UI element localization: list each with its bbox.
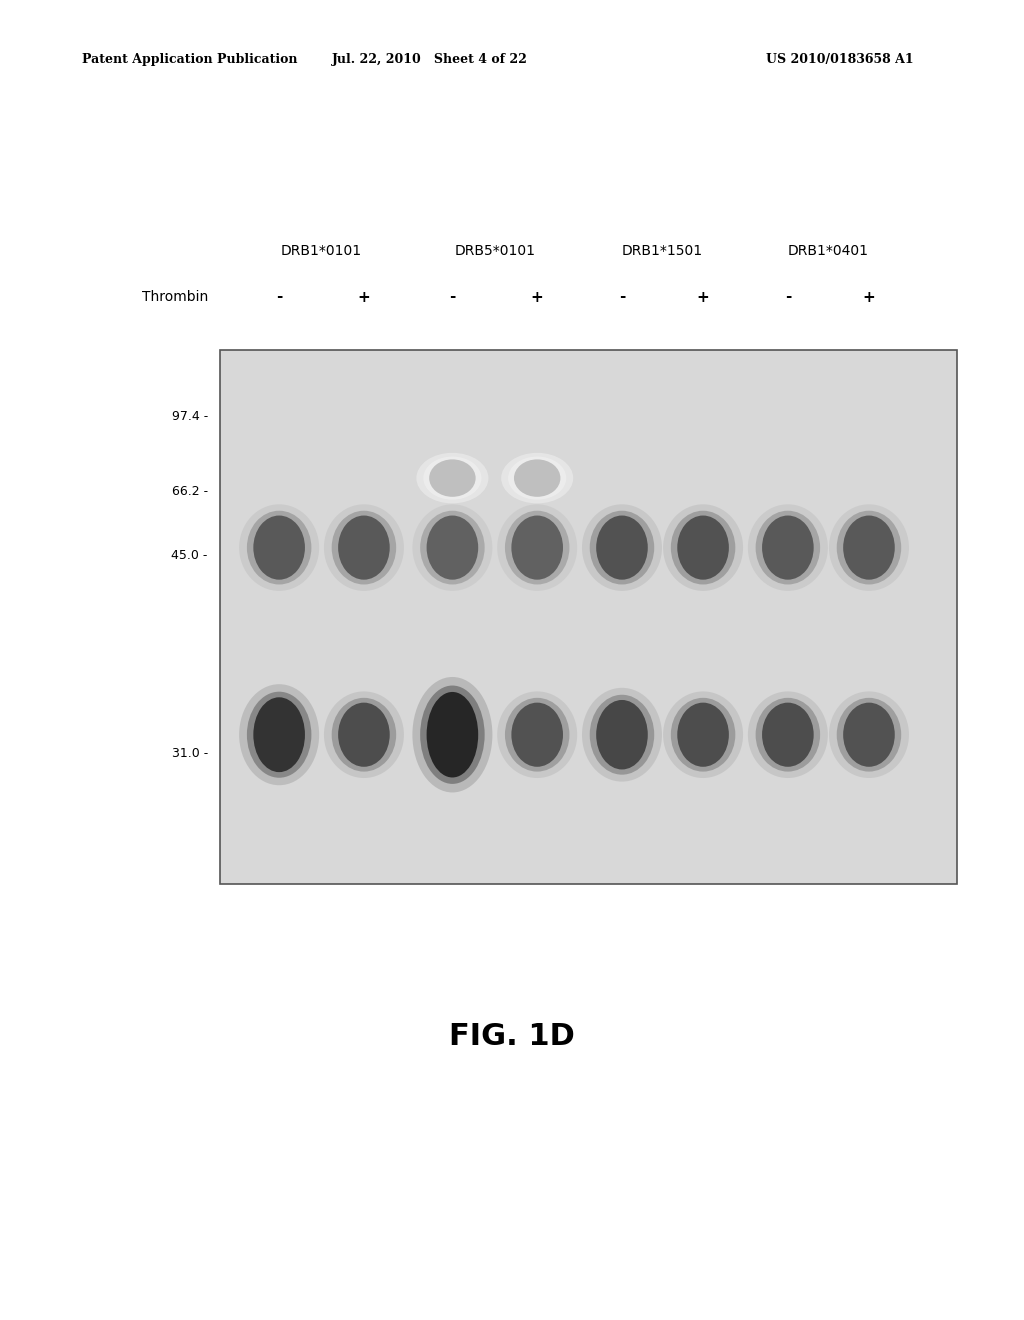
Text: 66.2 -: 66.2 - bbox=[172, 484, 208, 498]
Ellipse shape bbox=[240, 504, 319, 591]
Ellipse shape bbox=[514, 459, 560, 496]
Ellipse shape bbox=[762, 516, 814, 579]
Ellipse shape bbox=[332, 511, 396, 585]
Text: 45.0 -: 45.0 - bbox=[171, 549, 208, 562]
Ellipse shape bbox=[596, 516, 648, 579]
Ellipse shape bbox=[677, 702, 729, 767]
Text: Thrombin: Thrombin bbox=[141, 290, 208, 304]
Ellipse shape bbox=[413, 504, 493, 591]
Ellipse shape bbox=[756, 511, 820, 585]
Text: US 2010/0183658 A1: US 2010/0183658 A1 bbox=[766, 53, 913, 66]
Text: 31.0 -: 31.0 - bbox=[172, 747, 208, 760]
Ellipse shape bbox=[762, 702, 814, 767]
Ellipse shape bbox=[240, 684, 319, 785]
Ellipse shape bbox=[429, 459, 475, 496]
Ellipse shape bbox=[748, 692, 827, 777]
Ellipse shape bbox=[843, 702, 895, 767]
Ellipse shape bbox=[332, 698, 396, 772]
Text: -: - bbox=[450, 289, 456, 305]
Text: +: + bbox=[696, 289, 710, 305]
Ellipse shape bbox=[417, 453, 488, 503]
Ellipse shape bbox=[505, 511, 569, 585]
Text: -: - bbox=[275, 289, 283, 305]
Ellipse shape bbox=[253, 516, 305, 579]
Ellipse shape bbox=[247, 692, 311, 777]
Ellipse shape bbox=[420, 685, 484, 784]
Ellipse shape bbox=[427, 516, 478, 579]
Text: +: + bbox=[530, 289, 544, 305]
Text: DRB1*0401: DRB1*0401 bbox=[787, 244, 869, 257]
Text: FIG. 1D: FIG. 1D bbox=[450, 1022, 574, 1051]
Ellipse shape bbox=[837, 511, 901, 585]
Ellipse shape bbox=[756, 698, 820, 772]
Ellipse shape bbox=[511, 702, 563, 767]
Ellipse shape bbox=[498, 504, 578, 591]
Ellipse shape bbox=[582, 504, 662, 591]
Ellipse shape bbox=[837, 698, 901, 772]
Ellipse shape bbox=[829, 504, 909, 591]
Ellipse shape bbox=[829, 692, 909, 777]
Text: -: - bbox=[784, 289, 792, 305]
Ellipse shape bbox=[423, 457, 481, 500]
Ellipse shape bbox=[508, 457, 566, 500]
Ellipse shape bbox=[590, 694, 654, 775]
Ellipse shape bbox=[677, 516, 729, 579]
Ellipse shape bbox=[498, 692, 578, 777]
Bar bbox=[220, 350, 957, 884]
Text: Jul. 22, 2010   Sheet 4 of 22: Jul. 22, 2010 Sheet 4 of 22 bbox=[332, 53, 528, 66]
Text: DRB1*1501: DRB1*1501 bbox=[622, 244, 703, 257]
Text: DRB5*0101: DRB5*0101 bbox=[455, 244, 536, 257]
Ellipse shape bbox=[338, 516, 390, 579]
Ellipse shape bbox=[843, 516, 895, 579]
Ellipse shape bbox=[253, 697, 305, 772]
Text: +: + bbox=[862, 289, 876, 305]
Ellipse shape bbox=[324, 504, 403, 591]
Text: DRB1*0101: DRB1*0101 bbox=[281, 244, 362, 257]
Ellipse shape bbox=[247, 511, 311, 585]
Ellipse shape bbox=[664, 692, 743, 777]
Text: +: + bbox=[357, 289, 371, 305]
Ellipse shape bbox=[324, 692, 403, 777]
Ellipse shape bbox=[590, 511, 654, 585]
Ellipse shape bbox=[511, 516, 563, 579]
Ellipse shape bbox=[596, 700, 648, 770]
Ellipse shape bbox=[501, 453, 573, 503]
Ellipse shape bbox=[582, 688, 662, 781]
Ellipse shape bbox=[671, 698, 735, 772]
Ellipse shape bbox=[427, 692, 478, 777]
Text: -: - bbox=[618, 289, 626, 305]
Ellipse shape bbox=[420, 511, 484, 585]
Ellipse shape bbox=[664, 504, 743, 591]
Text: Patent Application Publication: Patent Application Publication bbox=[82, 53, 297, 66]
Ellipse shape bbox=[505, 698, 569, 772]
Text: 97.4 -: 97.4 - bbox=[172, 411, 208, 424]
Ellipse shape bbox=[671, 511, 735, 585]
Ellipse shape bbox=[748, 504, 827, 591]
Ellipse shape bbox=[413, 677, 493, 792]
Ellipse shape bbox=[338, 702, 390, 767]
